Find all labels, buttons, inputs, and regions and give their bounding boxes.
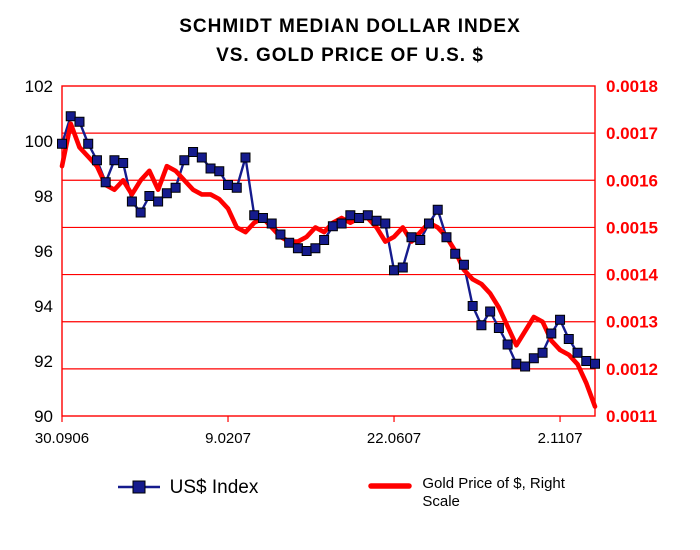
chart-legend: US$ Index Gold Price of $, Right Scale xyxy=(0,475,700,511)
svg-text:96: 96 xyxy=(34,242,53,261)
svg-text:92: 92 xyxy=(34,352,53,371)
chart-title: SCHMIDT MEDIAN DOLLAR INDEX xyxy=(179,16,521,37)
svg-text:0.0018: 0.0018 xyxy=(606,77,658,96)
svg-text:9.0207: 9.0207 xyxy=(205,430,251,447)
svg-text:100: 100 xyxy=(25,132,53,151)
gold-line-icon xyxy=(368,483,413,489)
svg-text:2.1107: 2.1107 xyxy=(538,430,583,447)
svg-text:102: 102 xyxy=(25,77,53,96)
legend-item-usd-index: US$ Index xyxy=(117,475,259,499)
svg-text:0.0014: 0.0014 xyxy=(606,266,659,285)
svg-text:0.0015: 0.0015 xyxy=(606,218,658,237)
chart-header: SCHMIDT MEDIAN DOLLAR INDEX VS. GOLD PRI… xyxy=(0,0,700,70)
svg-text:94: 94 xyxy=(34,297,53,316)
legend-label-usd-index: US$ Index xyxy=(169,477,259,498)
svg-text:90: 90 xyxy=(34,407,53,426)
legend-item-gold-price: Gold Price of $, Right Scale xyxy=(368,475,582,511)
legend-label-gold-price: Gold Price of $, Right Scale xyxy=(422,475,565,510)
svg-text:0.0011: 0.0011 xyxy=(606,407,657,426)
svg-text:30.0906: 30.0906 xyxy=(35,430,89,447)
svg-text:0.0012: 0.0012 xyxy=(606,360,658,379)
usd-index-marker-icon xyxy=(117,480,160,494)
svg-text:0.0013: 0.0013 xyxy=(606,313,658,332)
svg-text:22.0607: 22.0607 xyxy=(367,430,421,447)
svg-text:98: 98 xyxy=(34,187,53,206)
svg-text:0.0017: 0.0017 xyxy=(606,124,658,143)
chart-svg: 102 100 98 96 94 92 90 0.0018 0.0017 0.0016 0.0015… xyxy=(25,77,659,447)
chart-subtitle: VS. GOLD PRICE OF U.S. $ xyxy=(216,45,484,66)
svg-text:0.0016: 0.0016 xyxy=(606,171,658,190)
